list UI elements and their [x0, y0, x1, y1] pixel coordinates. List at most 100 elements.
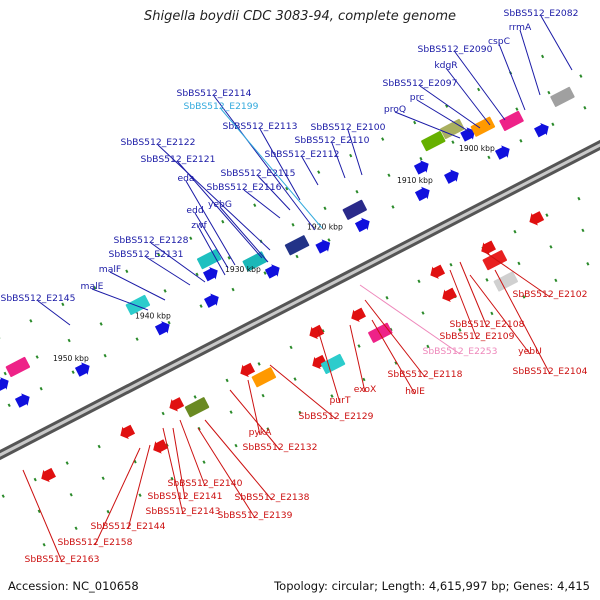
lower-gene-label-leader — [459, 261, 488, 328]
lower-gene-label: SbBS512_E2141 — [148, 491, 223, 502]
lower-gene-label: SbBS512_E2138 — [235, 492, 310, 503]
upper-gene-label-leader — [301, 156, 319, 186]
forward-gene-arrow — [413, 160, 429, 175]
genome-backbone-highlight — [0, 143, 600, 457]
reverse-gene-arrow — [153, 439, 168, 454]
genome-title: Shigella boydii CDC 3083-94, complete ge… — [143, 9, 457, 24]
forward-gene-arrow — [460, 127, 475, 142]
upper-gene-label-leader — [519, 29, 541, 96]
lower-gene-label-leader — [484, 251, 551, 298]
reverse-gene-arrow — [430, 264, 446, 279]
upper-gene-label: SbBS512_E2082 — [504, 8, 579, 19]
lower-gene-label-leader — [127, 444, 151, 530]
upper-gene-label: malF — [99, 264, 121, 275]
upper-gene-label-leader — [194, 212, 229, 269]
lower-gene-label: yebU — [518, 346, 542, 357]
lower-gene-label-leader — [162, 427, 184, 515]
upper-gene-label: SbBS512_E2116 — [207, 182, 282, 193]
forward-gene-arrow — [414, 186, 430, 202]
lower-gene-label-leader — [247, 379, 261, 436]
lower-gene-label: SbBS512_E2158 — [58, 537, 133, 548]
upper-feature-block — [550, 86, 575, 107]
upper-gene-label-leader — [331, 142, 346, 179]
lower-feature-block — [320, 353, 346, 374]
lower-gene-label: SbBS512_E2253 — [423, 346, 498, 357]
reverse-gene-arrow — [309, 324, 325, 340]
upper-gene-label: malE — [81, 281, 104, 292]
upper-gene-label-leader — [145, 256, 191, 286]
upper-gene-label: proQ — [384, 104, 406, 115]
upper-gene-label: cspC — [488, 36, 510, 47]
upper-gene-label: SbBS512_E2145 — [1, 293, 76, 304]
upper-gene-label: SbBS512_E2090 — [418, 44, 493, 55]
upper-gene-label-leader — [157, 144, 271, 251]
forward-gene-arrow — [534, 122, 549, 138]
upper-gene-label-leader — [220, 108, 323, 229]
upper-gene-label: SbBS512_E2110 — [295, 135, 370, 146]
upper-gene-label: rrmA — [509, 22, 532, 33]
kbp-tick-label: 1950 kbp — [53, 354, 89, 363]
lower-gene-label: SbBS512_E2104 — [513, 366, 588, 377]
forward-gene-arrow — [202, 267, 218, 282]
lower-gene-label: SbBS512_E2139 — [218, 510, 293, 521]
upper-feature-block — [125, 294, 151, 316]
upper-gene-label-leader — [394, 111, 461, 139]
lower-gene-label-leader — [229, 389, 281, 451]
reverse-gene-arrow — [351, 307, 366, 323]
upper-gene-label-leader — [416, 99, 471, 133]
upper-gene-label-leader — [257, 175, 291, 211]
upper-gene-label: kdgR — [434, 60, 458, 71]
upper-gene-label: zwf — [191, 220, 207, 231]
reverse-gene-arrow — [169, 397, 185, 412]
reverse-gene-arrow — [41, 467, 56, 483]
lower-gene-label: SbBS512_E2118 — [388, 369, 463, 380]
upper-gene-label-leader — [454, 51, 506, 121]
lower-feature-block — [368, 322, 393, 343]
upper-feature-block — [421, 131, 446, 152]
genome-summary-text: Topology: circular; Length: 4,615,997 bp… — [274, 579, 590, 593]
lower-gene-label-leader — [364, 299, 426, 378]
lower-gene-label-leader — [197, 427, 256, 519]
lower-feature-block — [482, 250, 507, 271]
lower-gene-label: SbBS512_E2108 — [450, 319, 525, 330]
lower-gene-label: SbBS512_E2143 — [146, 506, 221, 517]
kbp-tick-label: 1930 kbp — [225, 265, 261, 274]
reverse-gene-arrow — [240, 362, 256, 378]
forward-gene-arrow — [354, 217, 370, 233]
upper-gene-label: SbBS512_E2112 — [265, 149, 340, 160]
lower-gene-label: pykA — [249, 427, 273, 438]
upper-gene-label: eda — [177, 173, 194, 184]
upper-gene-label-leader — [219, 206, 269, 263]
upper-gene-label: SbBS512_E2114 — [177, 88, 252, 99]
lower-gene-label: holE — [405, 386, 425, 397]
lower-gene-label-leader — [449, 269, 478, 340]
lower-gene-label: SbBS512_E2102 — [513, 289, 588, 300]
upper-gene-label-leader — [243, 189, 281, 219]
lower-gene-label-leader — [94, 447, 141, 546]
lower-gene-label: SbBS512_E2144 — [91, 521, 166, 532]
upper-gene-label: SbBS512_E2097 — [383, 78, 458, 89]
upper-feature-block — [284, 235, 310, 256]
upper-gene-label-leader — [177, 161, 263, 259]
upper-gene-label-leader — [259, 128, 301, 201]
upper-gene-label: SbBS512_E2115 — [221, 168, 296, 179]
forward-gene-arrow — [14, 393, 30, 408]
accession-text: Accession: NC_010658 — [8, 579, 139, 593]
reverse-gene-arrow — [481, 240, 496, 255]
lower-feature-block — [184, 397, 210, 418]
lower-gene-label: purT — [329, 395, 350, 406]
lower-gene-label-leader — [179, 419, 206, 487]
lower-gene-label-leader — [494, 269, 551, 375]
upper-gene-label-leader — [37, 300, 71, 326]
forward-gene-arrow — [204, 293, 219, 308]
upper-gene-label: SbBS512_E2128 — [114, 235, 189, 246]
upper-gene-label-leader — [91, 288, 149, 311]
upper-feature-block — [440, 118, 465, 140]
upper-gene-label-leader — [198, 227, 226, 276]
kbp-tick-label: 1910 kbp — [397, 176, 433, 185]
upper-gene-label-leader — [347, 129, 363, 176]
upper-gene-label: edd — [186, 205, 203, 216]
lower-gene-label-leader — [469, 274, 531, 355]
